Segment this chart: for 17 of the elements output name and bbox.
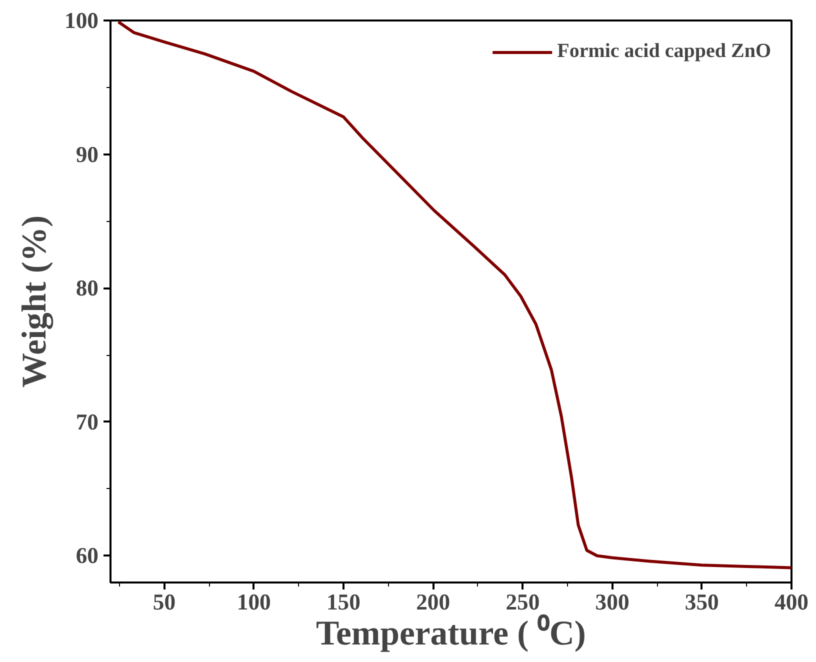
y-axis-title: Weight (%) [16,215,54,388]
line-series [116,20,792,570]
legend-label: Formic acid capped ZnO [557,40,771,63]
x-tick-label: 300 [595,590,630,614]
x-tick-label: 200 [416,590,450,614]
x-tick-label: 400 [774,590,808,614]
x-tick-label: 250 [506,590,540,614]
y-tick-label: 100 [64,8,98,33]
y-tick-label: 90 [76,142,98,167]
x-tick-label: 50 [152,590,176,614]
y-tick-label: 70 [76,409,98,434]
y-tick-label: 80 [76,276,98,301]
y-tick-label: 60 [76,543,98,568]
x-tick-label: 100 [236,590,271,614]
x-tick-label: 350 [684,590,719,614]
x-axis-title: Temperature ( ⁰C) [316,614,586,652]
x-tick-label: 150 [326,590,360,614]
